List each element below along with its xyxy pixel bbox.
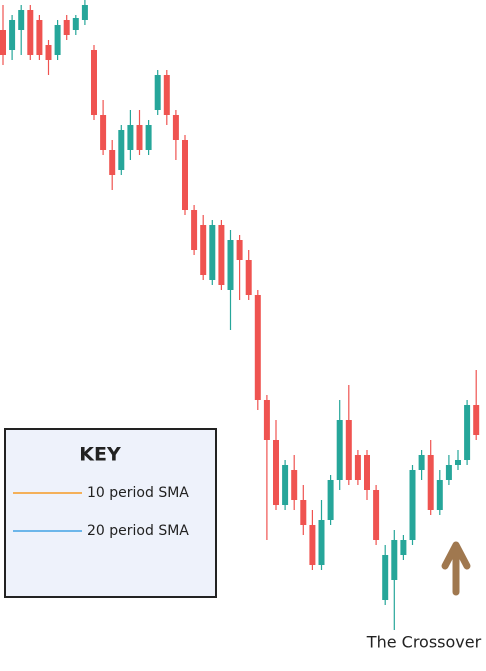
candle-body bbox=[418, 455, 425, 470]
candle-body bbox=[154, 75, 161, 110]
candle-body bbox=[309, 525, 316, 565]
candle-body bbox=[9, 20, 16, 50]
candle-body bbox=[100, 115, 107, 150]
candle-body bbox=[382, 555, 389, 600]
candle-body bbox=[336, 420, 343, 480]
candle-body bbox=[291, 470, 298, 500]
candle-body bbox=[145, 125, 152, 150]
candle-body bbox=[81, 5, 88, 20]
plot-area bbox=[0, 0, 480, 630]
candle-body bbox=[182, 140, 188, 210]
candle-body bbox=[263, 400, 270, 440]
candle-body bbox=[400, 540, 407, 555]
candle-body bbox=[227, 240, 234, 290]
candle-body bbox=[163, 75, 170, 115]
candle-body bbox=[236, 240, 243, 260]
candle-body bbox=[0, 30, 6, 55]
candle-body bbox=[27, 10, 34, 55]
candle-body bbox=[300, 500, 307, 525]
candle-body bbox=[191, 210, 198, 250]
candle-body bbox=[473, 405, 480, 435]
candle-body bbox=[36, 20, 43, 55]
candle-body bbox=[63, 20, 70, 35]
legend-box bbox=[4, 428, 217, 598]
legend-title: KEY bbox=[79, 444, 121, 466]
candle-body bbox=[354, 455, 361, 480]
candle-body bbox=[364, 455, 370, 490]
candle-body bbox=[18, 10, 25, 30]
candle-body bbox=[118, 130, 125, 170]
candle-body bbox=[91, 50, 97, 115]
arrow bbox=[441, 541, 471, 596]
candle-body bbox=[109, 150, 116, 175]
legend-label: 20 period SMA bbox=[87, 523, 189, 539]
candle-body bbox=[318, 520, 325, 565]
candle-body bbox=[436, 480, 443, 510]
candle-body bbox=[209, 225, 216, 280]
candle-body bbox=[373, 490, 380, 540]
candle-body bbox=[136, 125, 143, 150]
candle-body bbox=[45, 45, 52, 60]
candle-body bbox=[245, 260, 252, 295]
candle-body bbox=[218, 225, 225, 285]
candle-body bbox=[282, 465, 289, 505]
candle-body bbox=[327, 480, 334, 520]
annotation: The Crossover bbox=[366, 633, 482, 652]
candle-body bbox=[254, 295, 261, 400]
legend-label: 10 period SMA bbox=[87, 485, 189, 501]
candle-body bbox=[445, 465, 452, 480]
candle-body bbox=[455, 460, 461, 465]
candle-body bbox=[200, 225, 207, 275]
candle-body bbox=[172, 115, 179, 140]
legend: 10 period SMA 20 period SMA bbox=[13, 485, 189, 539]
candle-body bbox=[127, 125, 134, 150]
candle-body bbox=[54, 25, 61, 55]
candle-body bbox=[72, 18, 79, 30]
candle-body bbox=[345, 420, 352, 480]
candle-body bbox=[464, 405, 471, 460]
candle-body bbox=[409, 470, 416, 540]
candle-body bbox=[391, 540, 398, 580]
candle-body bbox=[273, 440, 279, 505]
candle-body bbox=[427, 455, 434, 510]
